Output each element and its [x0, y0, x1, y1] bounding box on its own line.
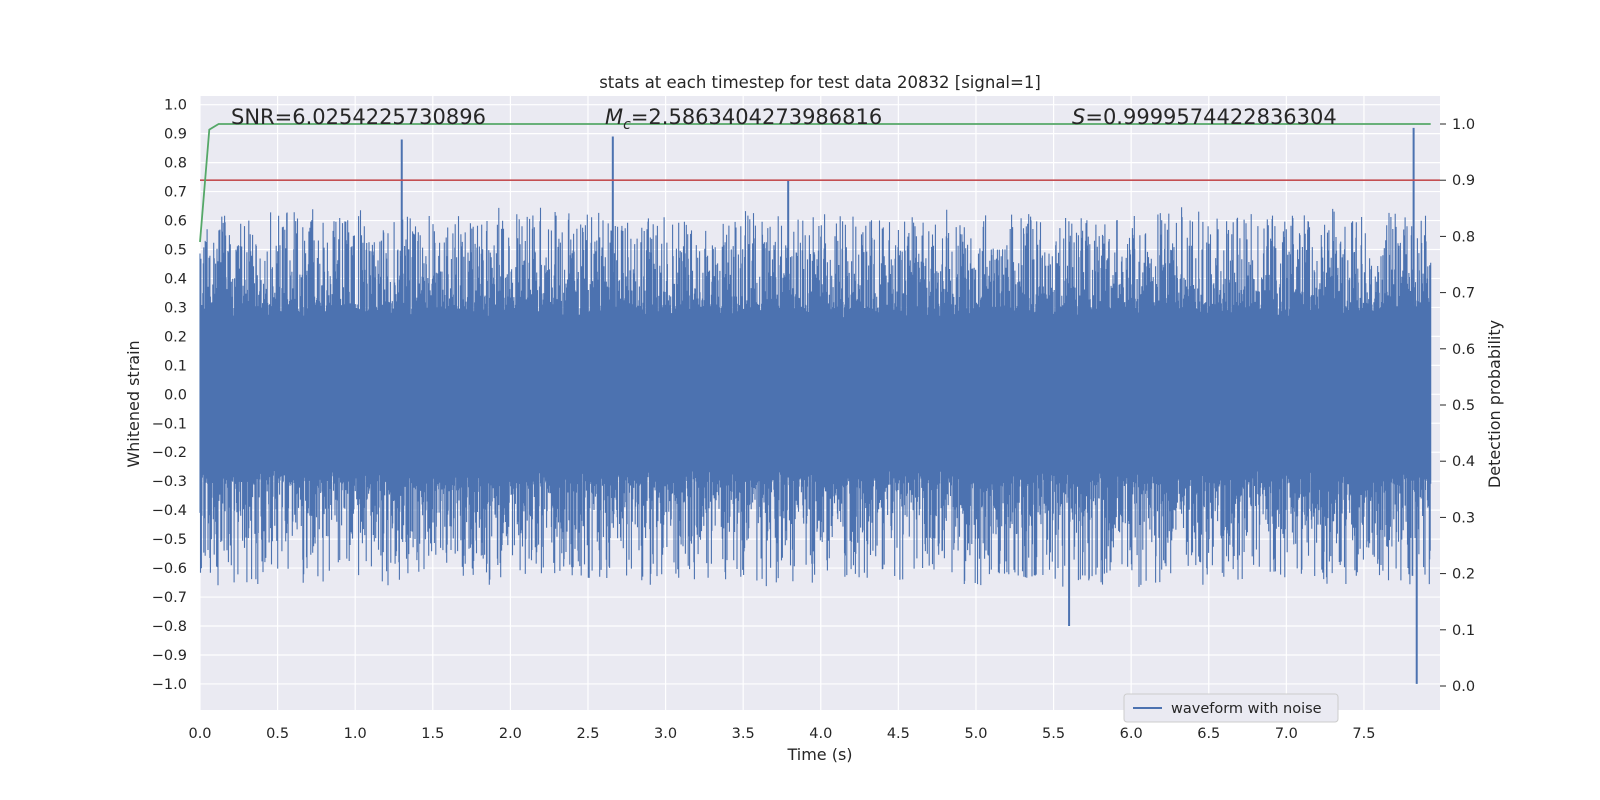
x-tick-label: 0.5	[266, 726, 289, 742]
annotation-s-value: =0.9999574422836304	[1085, 105, 1336, 129]
y-left-tick-label: 0.7	[164, 185, 187, 201]
y-left-tick-label: −0.4	[152, 503, 187, 519]
y-left-tick-label: −0.7	[152, 590, 187, 606]
y-left-tick-label: 0.0	[164, 387, 187, 403]
y-left-tick-label: −0.3	[152, 474, 187, 490]
x-tick-label: 3.5	[732, 726, 755, 742]
x-tick-label: 1.5	[421, 726, 444, 742]
annotation-snr: SNR=6.0254225730896	[231, 105, 486, 129]
x-tick-label: 6.5	[1197, 726, 1220, 742]
x-tick-labels: 0.0 0.5 1.0 1.5 2.0 2.5 3.0 3.5 4.0 4.5 5.0 5.5 6.0 6…	[188, 726, 1375, 742]
x-tick-label: 5.0	[964, 726, 987, 742]
annotation-chirp-mass: Mc=2.5863404273986816	[605, 105, 882, 133]
x-tick-label: 0.0	[188, 726, 211, 742]
x-tick-label: 3.0	[654, 726, 677, 742]
y-right-tick-label: 0.3	[1452, 510, 1475, 526]
y-right-tick-label: 0.9	[1452, 173, 1475, 189]
y-right-tick-label: 0.0	[1452, 679, 1475, 695]
annotation-score: S=0.9999574422836304	[1072, 105, 1337, 129]
y-left-tick-label: 0.1	[164, 358, 187, 374]
y-left-tick-label: 0.8	[164, 156, 187, 172]
y-left-tick-label: −0.8	[152, 619, 187, 635]
x-tick-label: 2.5	[576, 726, 599, 742]
y-right-tick-label: 0.2	[1452, 567, 1475, 583]
y-left-tick-label: 0.3	[164, 300, 187, 316]
y-left-tick-labels: 1.0 0.9 0.8 0.7 0.6 0.5 0.4 0.3 0.2 0.1 0.0 −0.1 −0.…	[152, 98, 187, 693]
x-tick-label: 1.0	[344, 726, 367, 742]
y-axis-label-left: Whitened strain	[124, 340, 143, 467]
y-left-tick-label: 0.5	[164, 243, 187, 259]
x-tick-label: 7.0	[1275, 726, 1298, 742]
y-left-tick-label: 0.9	[164, 127, 187, 143]
legend-label: waveform with noise	[1171, 701, 1322, 717]
y-right-tick-label: 0.6	[1452, 342, 1475, 358]
y-right-tick-label: 0.1	[1452, 623, 1475, 639]
y-left-tick-label: 0.6	[164, 214, 187, 230]
x-tick-label: 4.0	[809, 726, 832, 742]
x-axis-label: Time (s)	[786, 745, 852, 764]
legend: waveform with noise	[1123, 693, 1339, 723]
x-tick-label: 5.5	[1042, 726, 1065, 742]
annotation-mc-symbol: M	[605, 105, 623, 129]
annotation-s-symbol: S	[1072, 105, 1085, 129]
x-tick-label: 2.0	[499, 726, 522, 742]
legend-box	[1123, 693, 1339, 723]
y-left-tick-label: 0.4	[164, 271, 187, 287]
y-left-tick-label: −0.5	[152, 532, 187, 548]
y-left-tick-label: 0.2	[164, 329, 187, 345]
x-tick-label: 7.5	[1352, 726, 1375, 742]
waveform-series	[199, 207, 1432, 587]
y-left-tick-label: −1.0	[152, 677, 187, 693]
chart-title: stats at each timestep for test data 208…	[599, 73, 1041, 92]
y-left-tick-label: −0.2	[152, 445, 187, 461]
y-right-tick-label: 0.8	[1452, 229, 1475, 245]
annotation-mc-subscript: c	[623, 117, 631, 133]
y-right-tick-label: 0.4	[1452, 454, 1475, 470]
y-right-tick-labels: 1.0 0.9 0.8 0.7 0.6 0.5 0.4 0.3 0.2 0.1 0.0	[1440, 117, 1475, 695]
y-left-tick-label: −0.6	[152, 561, 187, 577]
y-axis-label-right: Detection probability	[1485, 320, 1504, 488]
y-right-tick-label: 0.7	[1452, 286, 1475, 302]
y-right-tick-label: 0.5	[1452, 398, 1475, 414]
y-left-tick-label: 1.0	[164, 98, 187, 114]
annotation-mc-value: =2.5863404273986816	[631, 105, 882, 129]
probability-series	[199, 123, 1431, 243]
x-tick-label: 6.0	[1120, 726, 1143, 742]
x-tick-label: 4.5	[887, 726, 910, 742]
y-right-tick-label: 1.0	[1452, 117, 1475, 133]
y-left-tick-label: −0.1	[152, 416, 187, 432]
waveform-path	[199, 207, 1432, 587]
y-left-tick-label: −0.9	[152, 648, 187, 664]
